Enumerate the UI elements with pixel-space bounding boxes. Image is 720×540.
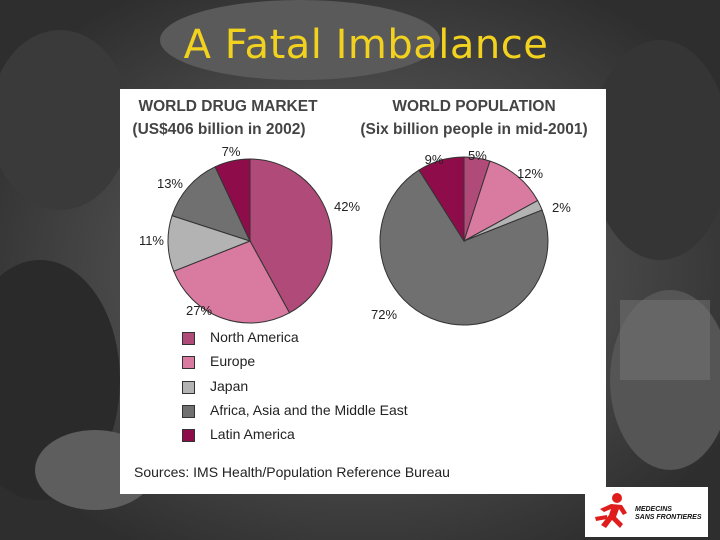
pie-slice-latin-america [214,158,251,242]
pie-slice-north-america [249,158,333,314]
pie-label-europe: 12% [517,166,543,181]
legend-swatch [182,429,195,443]
pie-label-japan: 11% [139,233,164,248]
pie-slice-latin-america [418,156,465,243]
pie-slice-europe [463,160,539,243]
chart-panel: WORLD DRUG MARKET (US$406 billion in 200… [120,89,606,494]
pie-label-europe: 27% [186,303,212,318]
legend-swatch [182,332,195,345]
legend-label: North America [210,329,299,345]
pie-charts: WORLD DRUG MARKET (US$406 billion in 200… [132,98,588,326]
legend-swatch [182,356,195,370]
source-note: Sources: IMS Health/Population Reference… [134,464,450,480]
msf-logo: MEDECINS SANS FRONTIERES [585,487,708,537]
legend-label: Africa, Asia and the Middle East [210,401,408,418]
chart-title-drug-market: WORLD DRUG MARKET [138,98,318,115]
legend-label: Europe [210,353,256,370]
msf-runner-logo-icon [595,493,627,528]
pie-label-africa-asia-middle-east: 13% [157,176,183,191]
chart-subtitle-world-population: (Six billion people in mid-2001) [360,121,587,138]
legend-label: Japan [210,377,249,394]
chart-subtitle-drug-market: (US$406 billion in 2002) [132,121,305,138]
pie-slice-africa-asia-middle-east [171,166,251,242]
pie-slice-europe [173,240,291,324]
msf-logo-line2: SANS FRONTIERES [635,514,702,521]
pie-world-drug-market: 42% 27% 11% 13% 7% [139,144,360,324]
slide-title: A Fatal Imbalance [183,22,549,68]
chart-title-world-population: WORLD POPULATION [392,98,555,115]
legend-label: Latin America [210,426,295,443]
msf-logo-text: MEDECINS SANS FRONTIERES [635,506,702,522]
pie-world-population: 5% 12% 2% 72% 9% [371,148,571,326]
pie-slice-africa-asia-middle-east [379,169,549,326]
pie-label-latin-america: 9% [425,152,444,167]
legend-swatch [182,404,195,418]
pie-label-africa-asia-middle-east: 72% [371,307,397,322]
pie-label-north-america: 5% [468,148,487,163]
legend-swatch [182,380,195,394]
pie-label-latin-america: 7% [222,144,241,159]
msf-logo-line1: MEDECINS [635,506,672,513]
pie-label-north-america: 42% [334,199,360,214]
pie-label-japan: 2% [552,200,571,215]
